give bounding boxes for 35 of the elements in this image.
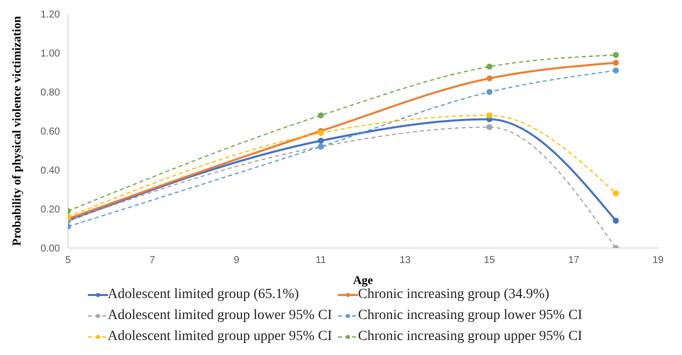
legend-label: Adolescent limited group (65.1%) — [108, 286, 299, 304]
x-tick-label: 15 — [484, 255, 496, 266]
legend-label: Chronic increasing group (34.9%) — [358, 287, 550, 304]
y-tick-label: 0.60 — [40, 126, 60, 138]
point — [486, 64, 492, 70]
x-tick-label: 19 — [652, 255, 664, 266]
y-tick-label: 0.00 — [40, 244, 60, 255]
y-tick-label: 0.40 — [40, 166, 60, 177]
x-axis-title: Age — [353, 273, 374, 287]
point — [486, 89, 492, 95]
x-tick-label: 13 — [400, 255, 412, 266]
legend-label: Chronic increasing group lower 95% CI — [358, 307, 582, 325]
legend-label: Chronic increasing group upper 95% CI — [358, 328, 582, 346]
legend-label: Adolescent limited group lower 95% CI — [108, 307, 332, 325]
x-tick-label: 17 — [568, 255, 580, 266]
legend-label: Adolescent limited group upper 95% CI — [108, 328, 332, 346]
point — [486, 124, 492, 130]
point — [612, 60, 619, 66]
point — [486, 75, 492, 82]
point — [612, 52, 619, 58]
point — [486, 112, 492, 118]
x-tick-label: 5 — [65, 255, 72, 266]
y-tick-label: 1.00 — [40, 48, 60, 60]
point — [612, 218, 619, 224]
point — [318, 138, 324, 144]
point — [318, 112, 324, 118]
y-tick-label: 0.80 — [40, 88, 60, 99]
y-tick-label: 0.20 — [40, 204, 60, 216]
x-tick-label: 7 — [150, 255, 156, 266]
x-tick-label: 9 — [234, 255, 240, 266]
x-tick-label: 11 — [316, 255, 326, 266]
point — [612, 190, 619, 196]
y-tick-label: 1.20 — [40, 10, 60, 21]
point — [612, 68, 619, 74]
y-axis-title: Probability of physical violence victimization — [9, 16, 24, 246]
